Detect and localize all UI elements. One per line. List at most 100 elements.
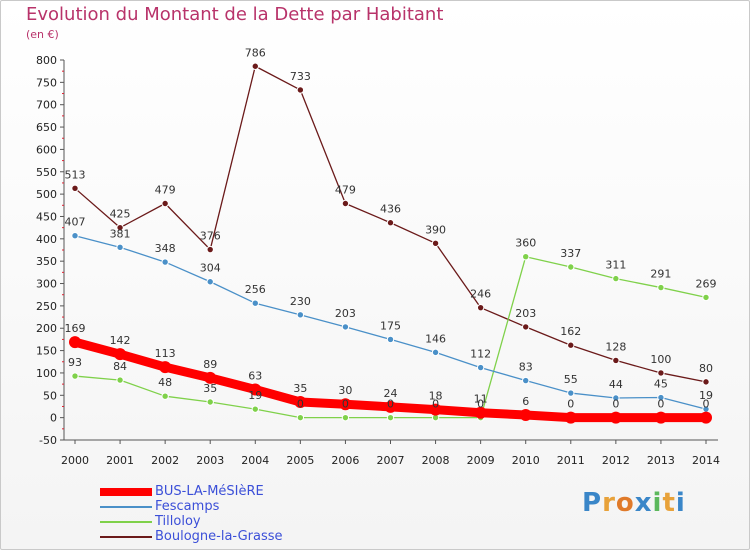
data-point — [657, 393, 665, 402]
data-label: 100 — [650, 353, 671, 366]
x-tick-label: 2006 — [331, 454, 359, 467]
data-point — [564, 411, 577, 424]
data-point — [296, 86, 305, 94]
x-tick-label: 2008 — [422, 454, 450, 467]
data-point — [159, 361, 172, 374]
data-label: 0 — [387, 398, 394, 411]
y-tick-label: 150 — [36, 345, 57, 358]
data-point — [476, 303, 485, 312]
legend-item: Boulogne-la-Grasse — [100, 529, 360, 545]
data-labels: 169 142 113 89 63 35 30 24 18 11 6 0 0 0 0 407 381 348 304… — [65, 46, 717, 410]
data-point — [657, 369, 665, 377]
data-label: 11 — [474, 393, 488, 406]
data-label: 30 — [338, 384, 352, 397]
data-label: 0 — [342, 398, 349, 411]
data-label: 113 — [155, 347, 176, 360]
y-tick-label: 250 — [36, 300, 57, 313]
data-point — [251, 299, 259, 307]
x-tick-label: 2013 — [647, 454, 675, 467]
data-label: 513 — [65, 168, 86, 181]
data-point — [116, 376, 124, 384]
data-point — [161, 258, 169, 266]
y-tick-label: 800 — [36, 54, 57, 67]
data-label: 48 — [158, 376, 172, 389]
data-point — [161, 199, 169, 208]
data-label: 142 — [110, 334, 131, 347]
data-label: 246 — [470, 288, 491, 301]
data-point — [116, 243, 124, 252]
data-point — [384, 400, 397, 413]
logo-letter: t — [662, 488, 676, 518]
data-point — [339, 398, 352, 411]
series-lines — [69, 62, 712, 424]
data-label: 311 — [605, 259, 626, 272]
data-point — [474, 406, 487, 419]
data-point — [567, 263, 575, 271]
data-label: 436 — [380, 203, 401, 216]
data-point — [609, 411, 622, 424]
data-point — [341, 199, 350, 208]
data-label: 19 — [248, 389, 262, 402]
data-point — [296, 413, 305, 422]
data-label: 381 — [110, 227, 131, 240]
data-label: 83 — [519, 361, 533, 374]
x-tick-label: 2004 — [241, 454, 269, 467]
data-label: 175 — [380, 319, 401, 332]
data-point — [476, 363, 485, 372]
data-point — [522, 376, 530, 385]
data-point — [296, 311, 305, 319]
data-label: 63 — [248, 369, 262, 382]
logo-letter: P — [582, 488, 603, 518]
data-label: 169 — [65, 322, 86, 335]
y-tick-label: 500 — [36, 188, 57, 201]
proxiti-logo: Proxiti — [582, 488, 686, 518]
data-point — [294, 396, 307, 408]
legend-swatch — [100, 506, 152, 508]
data-point — [71, 231, 79, 240]
legend-item: BUS-LA-MéSIèRE — [100, 484, 360, 500]
chart-subtitle: (en €) — [26, 28, 59, 41]
axes: -500501001502002503003504004505005506006… — [36, 54, 720, 467]
data-label: 93 — [68, 356, 82, 369]
data-point — [700, 411, 712, 424]
logo-letter: x — [634, 488, 653, 518]
data-label: 0 — [432, 398, 439, 411]
data-label: 407 — [65, 216, 86, 229]
data-label: 45 — [654, 378, 668, 391]
data-point — [69, 336, 81, 349]
data-label: 230 — [290, 295, 311, 308]
data-label: 84 — [113, 360, 127, 373]
data-point — [71, 372, 79, 380]
x-tick-label: 2000 — [61, 454, 89, 467]
x-tick-label: 2014 — [692, 454, 720, 467]
data-label: 479 — [155, 184, 176, 197]
y-tick-label: 700 — [36, 99, 57, 112]
data-point — [522, 323, 530, 331]
legend-swatch — [100, 488, 152, 496]
data-point — [249, 383, 262, 396]
data-label: 348 — [155, 242, 176, 255]
y-tick-label: 750 — [36, 76, 57, 89]
data-label: 786 — [245, 46, 266, 59]
x-tick-label: 2012 — [602, 454, 630, 467]
data-label: 390 — [425, 223, 446, 236]
data-label: 35 — [203, 382, 217, 395]
data-point — [702, 378, 710, 386]
data-label: 0 — [657, 398, 664, 411]
y-tick-label: 100 — [36, 367, 57, 380]
x-tick-label: 2010 — [512, 454, 540, 467]
legend-label: Fescamps — [155, 499, 220, 514]
data-label: 112 — [470, 348, 491, 361]
legend-swatch — [100, 536, 152, 538]
data-label: 0 — [612, 398, 619, 411]
x-tick-label: 2003 — [196, 454, 224, 467]
y-tick-label: 650 — [36, 121, 57, 134]
y-tick-label: 200 — [36, 322, 57, 335]
x-tick-label: 2005 — [286, 454, 314, 467]
data-point — [431, 239, 440, 247]
data-point — [431, 348, 440, 357]
chart-title: Evolution du Montant de la Dette par Hab… — [26, 4, 444, 25]
data-label: 80 — [699, 362, 713, 375]
